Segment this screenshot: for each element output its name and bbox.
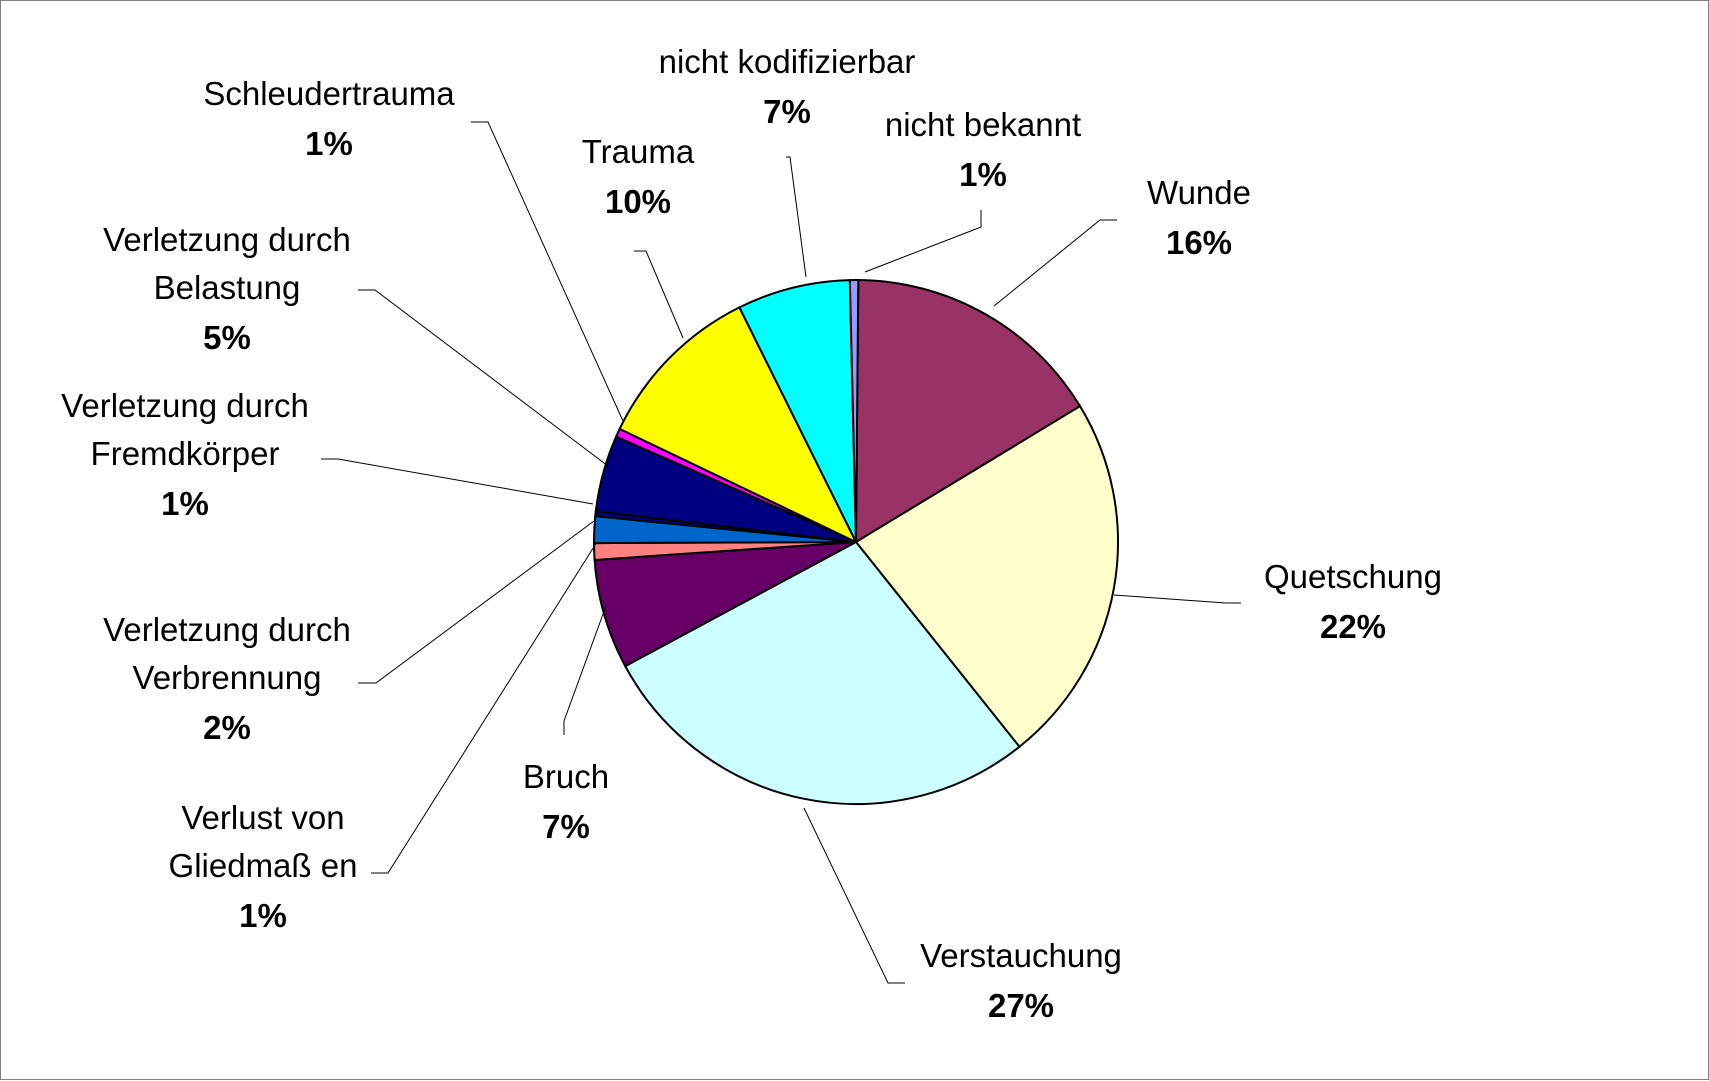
slice-percent-schleudertrauma: 1% [305,125,353,162]
leader-line-verlust-von-gliedmassen [371,541,598,874]
slice-label-verlust-von-gliedmassen: Verlust von [181,799,344,836]
slice-label-wunde: Wunde [1147,174,1251,211]
pie-slice-wunde [854,279,1082,544]
slice-label-schleudertrauma: Schleudertrauma [203,75,455,112]
slice-label-nicht-bekannt: nicht bekannt [885,106,1081,143]
leader-line-wunde [993,219,1117,307]
slice-percent-quetschung: 22% [1320,608,1386,645]
slice-percent-verletzung-durch-verbrennung: 2% [203,709,251,746]
slice-percent-verletzung-durch-fremdkoerper: 1% [161,485,209,522]
slice-label-verletzung-durch-fremdkoerper: Fremdkörper [91,435,280,472]
pie-slice-bruch [593,541,857,668]
pie-slice-nicht-kodifizierbar [738,279,857,543]
slice-percent-verletzung-durch-belastung: 5% [203,319,251,356]
leader-line-quetschung [1113,594,1241,604]
slice-label-verletzung-durch-verbrennung: Verbrennung [133,659,322,696]
leader-line-bruch [563,605,607,735]
leader-line-verletzung-durch-belastung [358,289,609,467]
leader-line-trauma [634,250,684,339]
pie-slice-trauma [618,306,859,545]
slice-percent-trauma: 10% [605,183,671,220]
pie-slice-quetschung [854,404,1119,749]
slice-label-verletzung-durch-fremdkoerper: Verletzung durch [61,387,309,424]
slice-label-verlust-von-gliedmassen: Gliedmaß en [169,847,358,884]
slice-label-quetschung: Quetschung [1264,558,1442,595]
leader-line-verletzung-durch-verbrennung [358,520,595,684]
slice-label-trauma: Trauma [582,133,695,170]
slice-label-verletzung-durch-belastung: Verletzung durch [103,221,351,258]
slice-label-bruch: Bruch [523,758,609,795]
leader-line-verstauchung [803,807,905,984]
pie-slice-verstauchung [623,540,1021,805]
slice-percent-wunde: 16% [1166,224,1232,261]
leader-line-nicht-kodifizierbar [786,156,807,278]
pie-slice-nicht-bekannt [848,278,860,543]
slice-percent-nicht-kodifizierbar: 7% [763,93,811,130]
slice-percent-verstauchung: 27% [988,987,1054,1024]
slice-label-verstauchung: Verstauchung [920,937,1122,974]
leader-line-schleudertrauma [471,121,624,422]
slice-percent-bruch: 7% [542,808,590,845]
slice-percent-nicht-bekannt: 1% [959,156,1007,193]
slice-percent-verlust-von-gliedmassen: 1% [239,897,287,934]
slice-label-nicht-kodifizierbar: nicht kodifizierbar [659,43,916,80]
leader-line-verletzung-durch-fremdkoerper [321,458,594,505]
slice-label-verletzung-durch-verbrennung: Verletzung durch [103,611,351,648]
leader-line-nicht-bekannt [864,210,982,273]
slice-label-verletzung-durch-belastung: Belastung [154,269,301,306]
